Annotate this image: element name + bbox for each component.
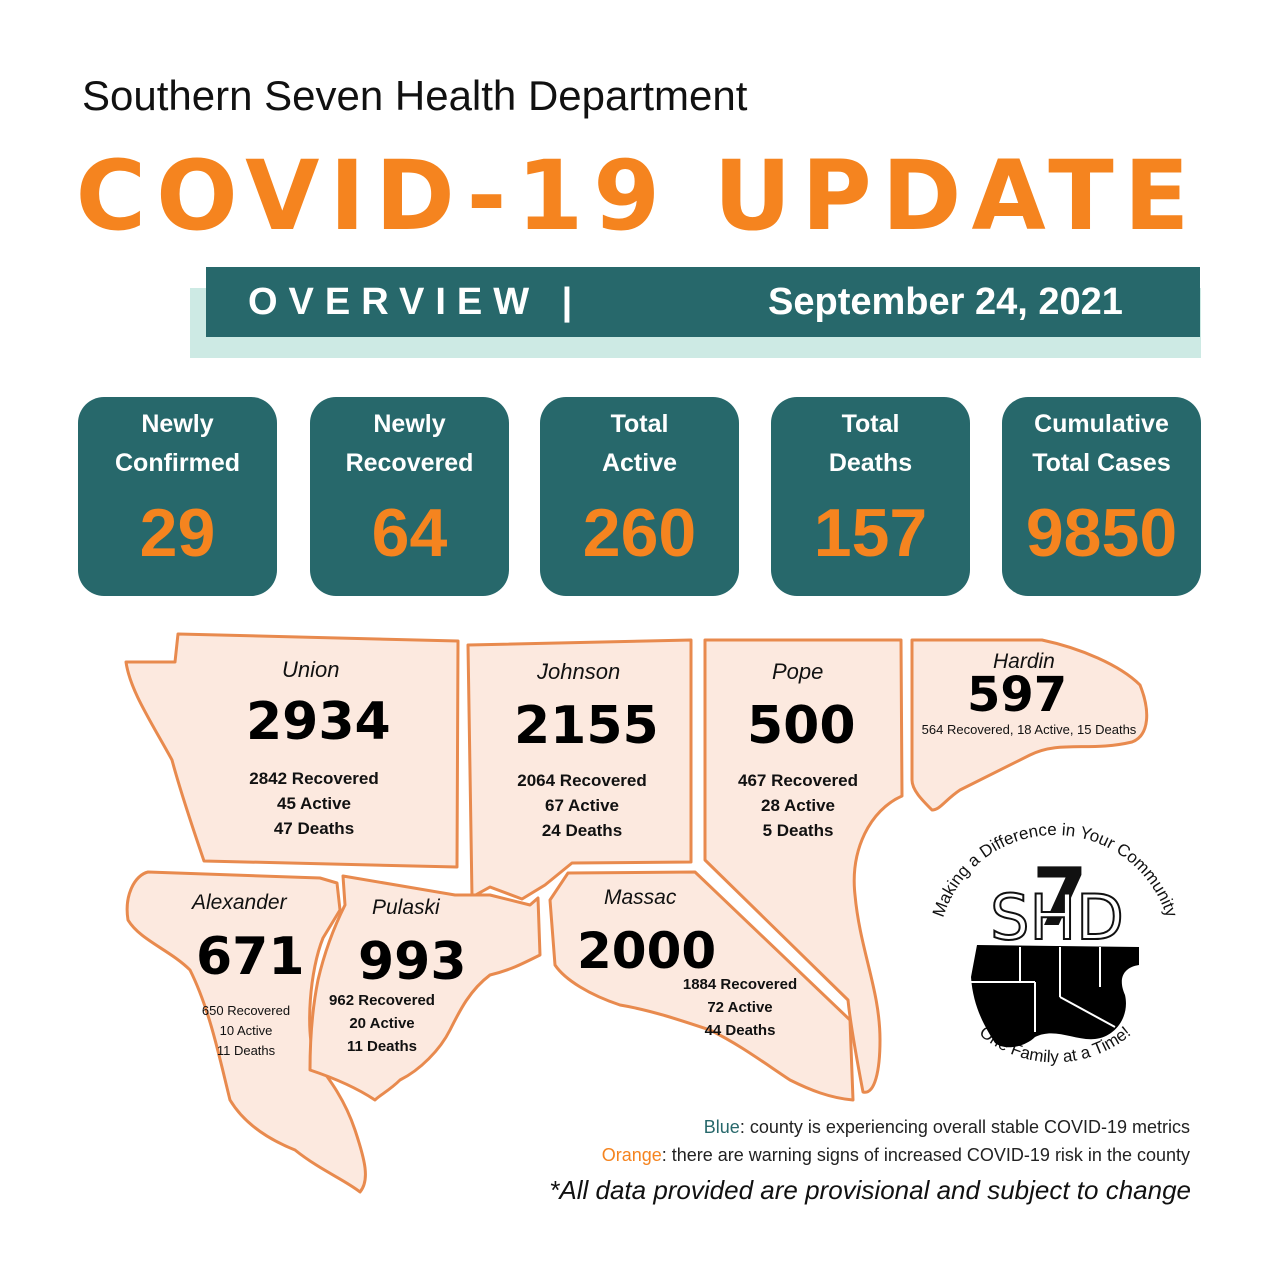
county-name-hardin: Hardin [993,650,1055,673]
disclaimer: *All data provided are provisional and s… [549,1175,1191,1205]
stat-card-total-deaths: Total Deaths 157 [771,397,970,596]
overview-label: OVERVIEW | [248,281,584,323]
stat-value: 29 [139,495,216,571]
logo-numeral: 7 [1032,851,1088,944]
stat-card-newly-confirmed: Newly Confirmed 29 [78,397,277,596]
stat-label: Newly [141,410,214,438]
stat-label: Total [610,410,669,438]
legend-orange: Orange: there are warning signs of incre… [602,1145,1190,1166]
stat-label: Newly [373,410,446,438]
legend-blue-word: Blue [703,1117,740,1137]
county-name-johnson: Johnson [537,659,621,684]
stat-value: 157 [813,495,928,571]
county-active-alexander: 10 Active [219,1023,273,1038]
county-deaths-pulaski: 11 Deaths [346,1038,418,1055]
stat-label: Cumulative [1034,410,1169,438]
stat-label: Recovered [345,449,474,477]
county-summary-hardin: 564 Recovered, 18 Active, 15 Deaths [921,722,1137,737]
county-recovered-pope: 467 Recovered [737,771,859,790]
legend-orange-word: Orange [601,1145,662,1165]
overview-date: September 24, 2021 [768,281,1123,323]
county-name-pope: Pope [772,659,824,684]
county-recovered-johnson: 2064 Recovered [517,771,647,790]
county-active-pope: 28 Active [760,796,836,815]
county-recovered-massac: 1884 Recovered [682,976,798,993]
county-active-pulaski: 20 Active [349,1015,415,1032]
stat-card-total-active: Total Active 260 [540,397,739,596]
county-shape-pope [703,638,904,1094]
county-deaths-alexander: 11 Deaths [216,1043,276,1058]
stat-card-cumulative-total-cases: Cumulative Total Cases 9850 [1002,397,1201,596]
county-recovered-union: 2842 Recovered [249,769,379,788]
county-active-massac: 72 Active [707,999,773,1016]
county-total-pope: 500 [747,696,856,756]
overview-banner: OVERVIEW | September 24, 2021 [206,267,1200,337]
county-total-johnson: 2155 [514,696,659,756]
county-name-union: Union [282,657,340,682]
stat-label: Active [601,449,678,477]
county-total-hardin: 597 [967,667,1068,723]
county-recovered-alexander: 650 Recovered [201,1003,291,1018]
county-shape-pulaski [308,874,542,1102]
stat-card-newly-recovered: Newly Recovered 64 [310,397,509,596]
stat-value: 260 [582,495,697,571]
legend-blue: Blue: county is experiencing overall sta… [704,1117,1190,1138]
stat-value: 64 [371,495,448,571]
county-deaths-johnson: 24 Deaths [541,821,623,840]
legend-blue-text: : county is experiencing overall stable … [739,1117,1190,1137]
stat-label: Total [841,410,900,438]
shd-logo: Making a Difference in Your Community On… [929,820,1182,1066]
county-total-alexander: 671 [196,927,305,987]
county-shape-union [124,632,460,869]
county-total-pulaski: 993 [358,932,467,992]
logo-map-silhouette [971,945,1139,1048]
stat-label: Total Cases [1032,449,1171,477]
county-deaths-massac: 44 Deaths [704,1022,776,1039]
county-deaths-union: 47 Deaths [273,819,355,838]
county-shape-massac [548,870,855,1102]
county-recovered-pulaski: 962 Recovered [329,992,435,1009]
headline: COVID-19 UPDATE [75,140,1200,252]
county-shape-hardin [910,638,1149,812]
county-deaths-pope: 5 Deaths [762,821,834,840]
county-total-massac: 2000 [577,922,717,980]
county-total-union: 2934 [246,692,391,752]
stat-label: Deaths [828,449,913,477]
legend-orange-text: : there are warning signs of increased C… [661,1145,1190,1165]
stat-value: 9850 [1025,495,1178,571]
organization-name: Southern Seven Health Department [82,72,748,119]
county-name-massac: Massac [604,886,677,909]
county-active-union: 45 Active [276,794,352,813]
stat-label: Confirmed [115,449,240,477]
county-active-johnson: 67 Active [544,796,620,815]
county-name-alexander: Alexander [192,891,287,914]
logo-mark: SHD [990,881,1124,954]
county-name-pulaski: Pulaski [372,896,440,919]
